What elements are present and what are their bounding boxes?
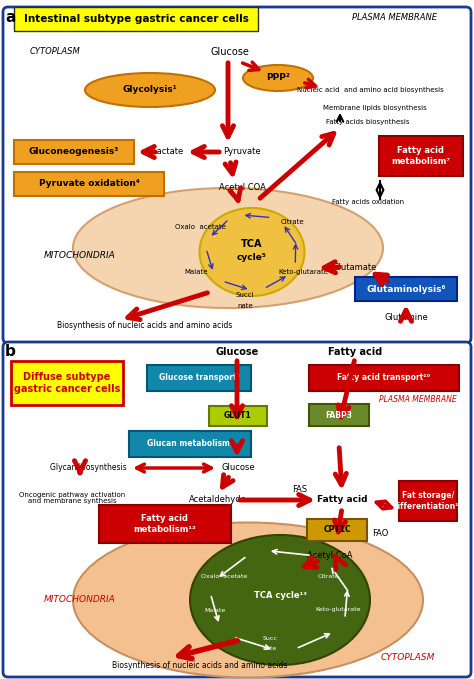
Text: Glucose: Glucose: [215, 347, 259, 357]
Text: b: b: [5, 344, 16, 359]
FancyBboxPatch shape: [355, 277, 457, 301]
Text: Acetyl CoA: Acetyl CoA: [307, 551, 353, 560]
FancyBboxPatch shape: [3, 7, 471, 343]
Text: Pyruvate oxidation⁴: Pyruvate oxidation⁴: [38, 179, 139, 189]
Text: PPP²: PPP²: [266, 73, 290, 83]
Text: Intestinal subtype gastric cancer cells: Intestinal subtype gastric cancer cells: [24, 14, 248, 24]
Text: Fat storage/
differentiation¹¹: Fat storage/ differentiation¹¹: [393, 492, 463, 511]
Text: cycle⁵: cycle⁵: [237, 253, 267, 263]
FancyBboxPatch shape: [309, 404, 369, 426]
Ellipse shape: [190, 535, 370, 665]
FancyBboxPatch shape: [129, 431, 251, 457]
Text: Succ: Succ: [263, 636, 277, 640]
Text: Oxalo  acetate: Oxalo acetate: [201, 574, 247, 579]
Text: Biosynthesis of nucleic acids and amino acids: Biosynthesis of nucleic acids and amino …: [57, 320, 233, 329]
Text: Gluconeogenesis³: Gluconeogenesis³: [29, 147, 119, 156]
Text: Glutamate: Glutamate: [333, 263, 377, 272]
Text: FAS: FAS: [292, 485, 308, 494]
FancyBboxPatch shape: [209, 406, 267, 426]
FancyBboxPatch shape: [399, 481, 457, 521]
Text: Lactate: Lactate: [152, 147, 183, 156]
Ellipse shape: [73, 188, 383, 308]
Text: FABP3: FABP3: [326, 411, 353, 420]
Text: TCA: TCA: [241, 239, 263, 249]
Text: FAO: FAO: [372, 528, 388, 538]
Text: Biosynthesis of nucleic acids and amino acids: Biosynthesis of nucleic acids and amino …: [112, 661, 288, 669]
Text: Glutamine: Glutamine: [384, 314, 428, 323]
Ellipse shape: [85, 73, 215, 107]
Text: Malate: Malate: [184, 269, 208, 275]
Text: Diffuse subtype
gastric cancer cells: Diffuse subtype gastric cancer cells: [14, 372, 120, 394]
Text: Glucose: Glucose: [221, 464, 255, 473]
Text: Nucleic acid  and amino acid biosynthesis: Nucleic acid and amino acid biosynthesis: [297, 87, 443, 93]
FancyBboxPatch shape: [14, 172, 164, 196]
Text: Citrate: Citrate: [317, 574, 339, 579]
Text: Glucan metabolism⁹: Glucan metabolism⁹: [147, 439, 233, 449]
Text: Fatty acids oxidation: Fatty acids oxidation: [332, 199, 404, 205]
Text: a: a: [5, 10, 15, 25]
Text: CYTOPLASM: CYTOPLASM: [29, 48, 81, 56]
Text: Fatty acids biosynthesis: Fatty acids biosynthesis: [326, 119, 410, 125]
Text: Membrane lipids biosynthesis: Membrane lipids biosynthesis: [323, 105, 427, 111]
FancyBboxPatch shape: [307, 519, 367, 541]
FancyBboxPatch shape: [309, 365, 459, 391]
Text: GLUT1: GLUT1: [224, 411, 252, 420]
Text: Fatty acid transport¹⁰: Fatty acid transport¹⁰: [337, 373, 430, 382]
Ellipse shape: [243, 65, 313, 91]
FancyBboxPatch shape: [3, 342, 471, 677]
Text: nate: nate: [237, 303, 253, 309]
Text: Malate: Malate: [204, 608, 226, 612]
Text: Fatty acid: Fatty acid: [328, 347, 382, 357]
Text: Glucose transport⁸: Glucose transport⁸: [159, 373, 239, 382]
Text: Glycan biosynthesis: Glycan biosynthesis: [50, 462, 127, 471]
Text: Succi: Succi: [236, 292, 255, 298]
Text: Keto-glutarate: Keto-glutarate: [315, 608, 361, 612]
Text: PLASMA MEMBRANE: PLASMA MEMBRANE: [353, 14, 438, 22]
Text: nate: nate: [263, 646, 277, 651]
Ellipse shape: [73, 523, 423, 678]
FancyBboxPatch shape: [11, 361, 123, 405]
Text: Oxalo  acetate: Oxalo acetate: [174, 224, 226, 230]
FancyBboxPatch shape: [14, 7, 258, 31]
Text: Keto-glutarate: Keto-glutarate: [278, 269, 328, 275]
Text: Fatty acid: Fatty acid: [317, 496, 367, 504]
Text: MITOCHONDRIA: MITOCHONDRIA: [44, 251, 116, 259]
Text: Glycolysis¹: Glycolysis¹: [123, 86, 177, 94]
Text: Acetaldehyde: Acetaldehyde: [189, 496, 247, 504]
Text: Glutaminolysis⁶: Glutaminolysis⁶: [366, 285, 446, 293]
Text: Oncogenic pathway activation
and membrane synthesis: Oncogenic pathway activation and membran…: [19, 492, 125, 504]
Ellipse shape: [200, 208, 304, 296]
Text: PLASMA MEMBRANE: PLASMA MEMBRANE: [379, 395, 457, 405]
Text: CYTOPLASM: CYTOPLASM: [381, 653, 435, 663]
Text: CPT1C: CPT1C: [323, 526, 351, 534]
Text: Pyruvate: Pyruvate: [223, 147, 261, 156]
Text: Fatty acid
metabolism⁷: Fatty acid metabolism⁷: [392, 146, 450, 166]
FancyBboxPatch shape: [14, 140, 134, 164]
FancyBboxPatch shape: [147, 365, 251, 391]
Text: Acetyl COA: Acetyl COA: [219, 183, 265, 193]
Text: Citrate: Citrate: [280, 219, 304, 225]
Text: Glucose: Glucose: [210, 47, 249, 57]
FancyBboxPatch shape: [99, 505, 231, 543]
Text: TCA cycle¹³: TCA cycle¹³: [254, 591, 306, 600]
Text: MITOCHONDRIA: MITOCHONDRIA: [44, 595, 116, 604]
FancyBboxPatch shape: [379, 136, 463, 176]
Text: Fatty acid
metabolism¹²: Fatty acid metabolism¹²: [134, 514, 196, 534]
